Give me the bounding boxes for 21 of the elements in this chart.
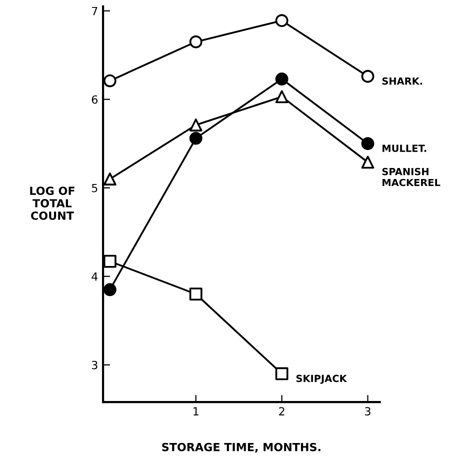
y-tick-label: 4 — [92, 272, 98, 281]
y-tick-label: 7 — [92, 6, 98, 16]
series-label: SPANISH MACKEREL — [382, 168, 440, 186]
point — [189, 288, 202, 301]
point — [361, 156, 374, 169]
point — [189, 118, 202, 132]
point — [103, 254, 116, 268]
point — [275, 90, 288, 104]
series-label: MULLET. — [382, 144, 426, 152]
y-tick-label: 5 — [92, 184, 98, 192]
point — [275, 367, 288, 380]
series-label: SKIPJACK — [296, 374, 348, 384]
y-tick-label: 6 — [92, 95, 98, 104]
x-tick-label: 3 — [365, 407, 370, 416]
series-label: SHARK. — [382, 77, 422, 85]
x-tick-label: 1 — [194, 407, 198, 416]
point — [103, 172, 116, 186]
x-tick-label: 2 — [279, 407, 284, 416]
x-axis-title: STORAGE TIME, MONTHS. — [162, 442, 320, 453]
y-axis-title: LOG OF TOTAL COUNT — [30, 186, 74, 220]
y-tick-label: 3 — [92, 360, 98, 370]
